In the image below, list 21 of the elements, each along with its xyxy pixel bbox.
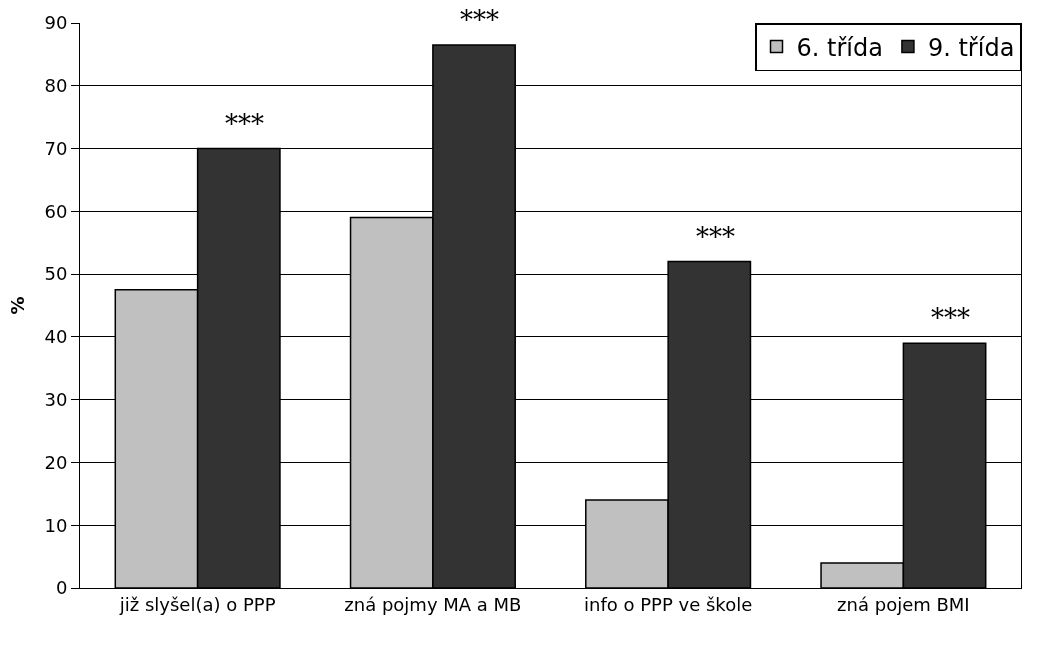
legend-label: 9. třída xyxy=(927,33,1015,62)
y-tick-label: 60 xyxy=(44,200,68,222)
y-tick-label: 90 xyxy=(44,12,68,34)
y-tick-label: 50 xyxy=(44,263,68,285)
x-tick-label: zná pojem BMI xyxy=(837,593,970,615)
y-tick-label: 20 xyxy=(44,451,68,473)
x-tick-label: info o PPP ve škole xyxy=(584,593,753,615)
y-axis-title: % xyxy=(6,296,28,315)
y-tick-label: 80 xyxy=(44,75,68,97)
y-tick-label: 40 xyxy=(44,326,68,348)
legend-label: 6. třída xyxy=(796,33,883,62)
y-tick-label: 0 xyxy=(55,577,68,599)
x-tick-label: již slyšel(a) o PPP xyxy=(118,593,276,615)
y-tick-label: 30 xyxy=(44,388,68,410)
annotation: *** xyxy=(696,222,735,252)
annotation: *** xyxy=(225,109,264,139)
annotation: *** xyxy=(460,5,499,35)
y-tick-label: 70 xyxy=(44,137,68,159)
x-tick-label: zná pojmy MA a MB xyxy=(344,593,522,615)
annotation: *** xyxy=(931,303,970,333)
y-tick-label: 10 xyxy=(44,514,68,536)
